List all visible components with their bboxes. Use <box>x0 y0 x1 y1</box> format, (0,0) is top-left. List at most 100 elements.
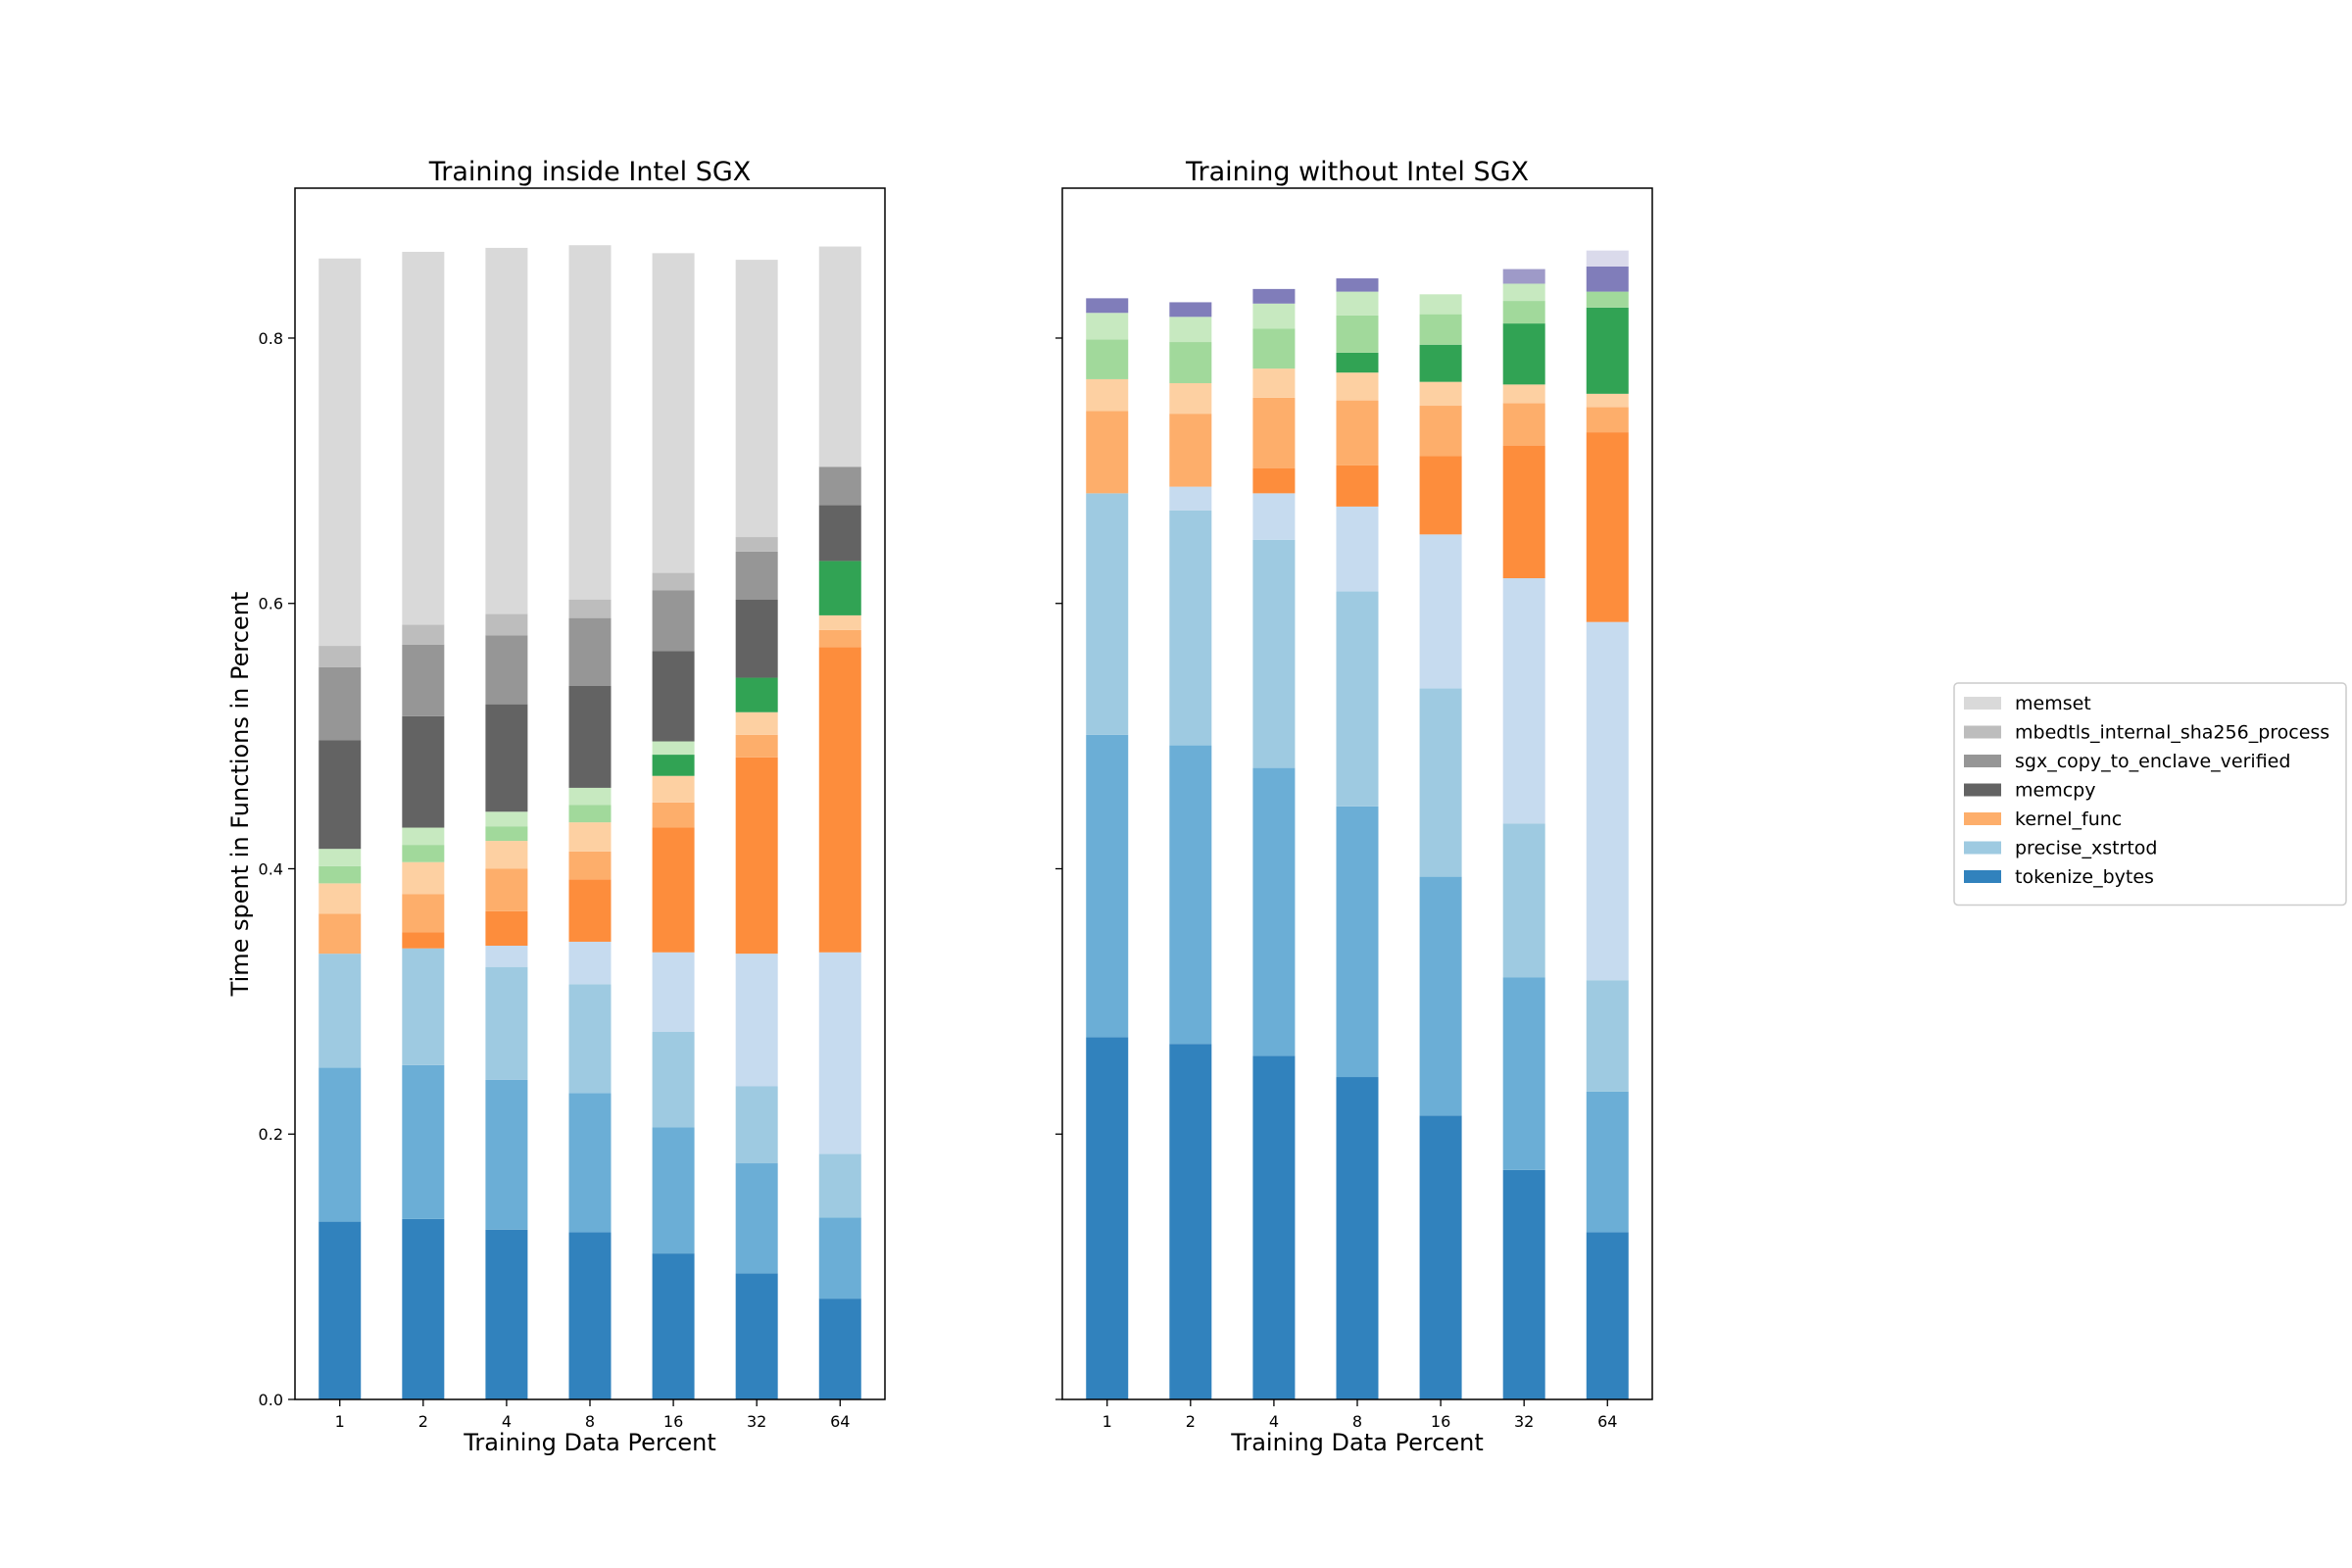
bar-segment <box>652 755 695 776</box>
bar-segment <box>1086 313 1129 340</box>
bar-segment <box>1586 266 1629 292</box>
bar-segment <box>1336 372 1379 401</box>
bar-segment <box>1586 250 1629 267</box>
bar-segment <box>1419 456 1462 535</box>
bar-segment <box>402 932 445 949</box>
bar-segment <box>1169 383 1212 415</box>
x-tick-label: 2 <box>1186 1412 1196 1431</box>
ticks-group: 1 2 4 8 16 32 64 <box>1055 337 1617 1431</box>
bar-segment <box>318 954 362 1068</box>
bar-segment <box>1336 806 1379 1078</box>
legend-swatch <box>1964 783 2001 797</box>
bar-segment <box>1419 534 1462 689</box>
bar-segment <box>652 1253 695 1399</box>
bar-segment <box>735 599 778 678</box>
bar-segment <box>485 826 528 842</box>
bar-segment <box>1586 393 1629 408</box>
legend-label: memset <box>2015 693 2091 714</box>
bar-segment <box>652 741 695 756</box>
bar-segment <box>402 644 445 716</box>
bar-segment <box>735 1273 778 1399</box>
bar-segment <box>652 253 695 573</box>
x-axis-label: Training Data Percent <box>1230 1429 1484 1456</box>
bar-segment <box>1586 307 1629 394</box>
x-tick-label: 1 <box>335 1412 345 1431</box>
bar-segment <box>1502 301 1545 324</box>
bar-segment <box>1586 407 1629 433</box>
bar-segment <box>568 1232 612 1399</box>
y-tick-label: 0.8 <box>259 329 283 348</box>
bar-segment <box>652 1127 695 1254</box>
bar-segment <box>568 851 612 880</box>
bar-segment <box>1419 1115 1462 1399</box>
bar-segment <box>735 711 778 735</box>
bar-segment <box>1086 734 1129 1038</box>
legend-label: memcpy <box>2015 780 2095 802</box>
bar-segment <box>485 811 528 827</box>
bar-segment <box>402 948 445 1065</box>
bar-segment <box>1086 378 1129 412</box>
x-tick-label: 32 <box>747 1412 766 1431</box>
chart-title: Training inside Intel SGX <box>428 157 752 187</box>
bar-segment <box>1336 278 1379 292</box>
bar-segment <box>1336 591 1379 807</box>
bar-segment <box>1586 980 1629 1092</box>
bar-segment <box>568 685 612 788</box>
ticks-group: 1 2 4 8 16 32 64 0.0 0.2 0.4 0.6 0.8 <box>259 329 851 1431</box>
legend-frame <box>1953 682 2347 906</box>
bar-segment <box>568 1093 612 1233</box>
bar-segment <box>735 260 778 538</box>
bar-segment <box>1252 288 1296 304</box>
bar-segment <box>1169 414 1212 487</box>
bar-segment <box>818 561 861 615</box>
bar-segment <box>568 879 612 942</box>
bar-segment <box>1169 1044 1212 1399</box>
bar-segment <box>1252 467 1296 494</box>
bar-segment <box>568 599 612 618</box>
bar-segment <box>485 868 528 911</box>
bar-segment <box>485 1079 528 1230</box>
bar-segment <box>318 258 362 647</box>
bar-segment <box>818 505 861 562</box>
y-axis-label: Time spent in Functions in Percent <box>226 592 254 998</box>
bar-segment <box>1252 767 1296 1056</box>
bar-segment <box>402 624 445 645</box>
y-tick-label: 0.4 <box>259 859 283 878</box>
bar-segment <box>1502 445 1545 579</box>
x-tick-label: 2 <box>418 1412 428 1431</box>
bar-segment <box>1086 411 1129 494</box>
bar-segment <box>402 1218 445 1399</box>
bar-segment <box>1252 328 1296 369</box>
legend-label: tokenize_bytes <box>2015 866 2154 888</box>
bar-segment <box>1502 323 1545 385</box>
plot-frame <box>1061 187 1653 1400</box>
bar-segment <box>318 883 362 914</box>
bar-segment <box>485 841 528 869</box>
y-tick-label: 0.2 <box>259 1125 283 1144</box>
bar-segment <box>735 1086 778 1164</box>
bar-segment <box>1336 315 1379 353</box>
bar-segment <box>1336 1077 1379 1399</box>
bar-segment <box>1419 406 1462 457</box>
x-tick-label: 8 <box>1352 1412 1362 1431</box>
bar-segment <box>402 251 445 625</box>
bar-segment <box>1502 384 1545 404</box>
x-tick-label: 64 <box>830 1412 850 1431</box>
bar-segment <box>1419 876 1462 1116</box>
bar-segment <box>1336 291 1379 316</box>
bar-segment <box>1169 510 1212 746</box>
bar-segment <box>402 715 445 828</box>
bars-group <box>1086 250 1629 1399</box>
legend-label: sgx_copy_to_enclave_verified <box>2015 751 2290 772</box>
x-tick-label: 64 <box>1597 1412 1617 1431</box>
bar-segment <box>818 1217 861 1299</box>
bar-segment <box>818 952 861 1154</box>
bar-segment <box>1169 302 1212 318</box>
bar-segment <box>1419 294 1462 315</box>
legend-swatch <box>1964 697 2001 710</box>
bar-segment <box>1169 342 1212 384</box>
bar-segment <box>485 704 528 812</box>
bar-segment <box>1586 432 1629 622</box>
bar-segment <box>818 1153 861 1218</box>
